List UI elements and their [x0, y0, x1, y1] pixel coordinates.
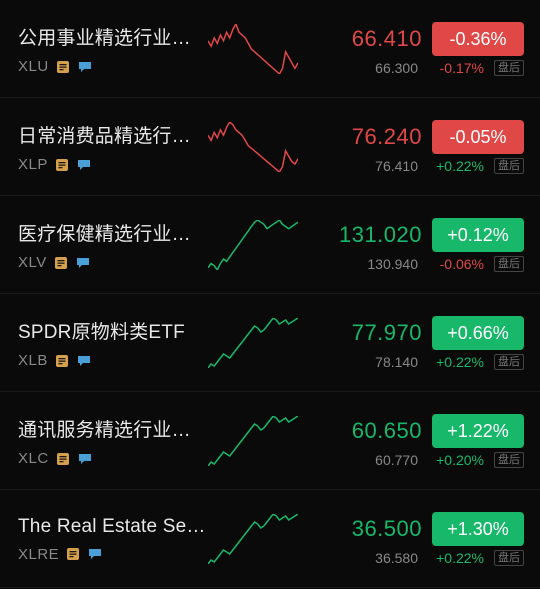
stock-info: 日常消费品精选行… XLP: [18, 121, 208, 173]
stock-info: SPDR原物料类ETF XLB: [18, 317, 208, 369]
stock-symbol: XLV: [18, 254, 47, 271]
sparkline: [208, 514, 298, 564]
stock-symbol: XLU: [18, 58, 49, 75]
chat-icon: [77, 59, 93, 75]
pct-badge: +0.66%: [432, 316, 524, 350]
stock-symbol: XLP: [18, 156, 48, 173]
price: 36.500: [322, 516, 422, 542]
stock-row[interactable]: SPDR原物料类ETF XLB 77.970 +0.66% 78.140 +0.22% 盘后: [0, 294, 540, 392]
stock-info: The Real Estate Se… XLRE: [18, 516, 208, 563]
symbol-row: XLC: [18, 450, 208, 467]
stock-info: 公用事业精选行业… XLU: [18, 23, 208, 75]
chat-icon: [77, 451, 93, 467]
stock-name: The Real Estate Se…: [18, 516, 208, 538]
note-icon: [55, 451, 71, 467]
chat-icon: [76, 353, 92, 369]
pct-badge: +1.22%: [432, 414, 524, 448]
price-block: 76.240 -0.05% 76.410 +0.22% 盘后: [306, 120, 524, 174]
price: 131.020: [322, 222, 422, 248]
stock-symbol: XLRE: [18, 546, 59, 563]
price: 60.650: [322, 418, 422, 444]
stock-symbol: XLC: [18, 450, 49, 467]
sparkline: [208, 122, 298, 172]
price-block: 60.650 +1.22% 60.770 +0.20% 盘后: [306, 414, 524, 468]
symbol-row: XLRE: [18, 546, 208, 563]
after-pct: +0.22%: [428, 354, 484, 370]
stock-row[interactable]: 医疗保健精选行业… XLV 131.020 +0.12% 130.940 -0.06% 盘后: [0, 196, 540, 294]
pct-badge: +0.12%: [432, 218, 524, 252]
price-block: 66.410 -0.36% 66.300 -0.17% 盘后: [306, 22, 524, 76]
stock-row[interactable]: The Real Estate Se… XLRE 36.500 +1.30% 36.58…: [0, 490, 540, 588]
after-price: 66.300: [348, 60, 418, 76]
stock-row[interactable]: 公用事业精选行业… XLU 66.410 -0.36% 66.300 -0.17% 盘后: [0, 0, 540, 98]
note-icon: [54, 157, 70, 173]
pct-badge: -0.36%: [432, 22, 524, 56]
price: 76.240: [322, 124, 422, 150]
sparkline: [208, 24, 298, 74]
note-icon: [54, 353, 70, 369]
stock-name: 医疗保健精选行业…: [18, 219, 208, 246]
pct-badge: +1.30%: [432, 512, 524, 546]
symbol-row: XLU: [18, 58, 208, 75]
symbol-row: XLB: [18, 352, 208, 369]
sparkline: [208, 318, 298, 368]
after-price: 76.410: [348, 158, 418, 174]
stock-info: 医疗保健精选行业… XLV: [18, 219, 208, 271]
after-hours-label: 盘后: [494, 256, 524, 272]
stock-row[interactable]: 日常消费品精选行… XLP 76.240 -0.05% 76.410 +0.22% 盘后: [0, 98, 540, 196]
stock-list: 公用事业精选行业…XLU66.410-0.36%66.300-0.17%盘后日常…: [0, 0, 540, 588]
price-block: 77.970 +0.66% 78.140 +0.22% 盘后: [306, 316, 524, 370]
price: 66.410: [322, 26, 422, 52]
after-pct: +0.22%: [428, 158, 484, 174]
price-block: 131.020 +0.12% 130.940 -0.06% 盘后: [306, 218, 524, 272]
chat-icon: [87, 546, 103, 562]
price: 77.970: [322, 320, 422, 346]
price-block: 36.500 +1.30% 36.580 +0.22% 盘后: [306, 512, 524, 566]
stock-name: 公用事业精选行业…: [18, 23, 208, 50]
after-price: 130.940: [348, 256, 418, 272]
note-icon: [53, 255, 69, 271]
chat-icon: [76, 157, 92, 173]
stock-name: 通讯服务精选行业…: [18, 415, 208, 442]
pct-badge: -0.05%: [432, 120, 524, 154]
after-hours-label: 盘后: [494, 60, 524, 76]
after-hours-label: 盘后: [494, 354, 524, 370]
after-pct: +0.22%: [428, 550, 484, 566]
chat-icon: [75, 255, 91, 271]
after-hours-label: 盘后: [494, 550, 524, 566]
after-pct: -0.17%: [428, 60, 484, 76]
stock-name: 日常消费品精选行…: [18, 121, 208, 148]
note-icon: [55, 59, 71, 75]
note-icon: [65, 546, 81, 562]
after-hours-label: 盘后: [494, 158, 524, 174]
stock-row[interactable]: 通讯服务精选行业… XLC 60.650 +1.22% 60.770 +0.20% 盘后: [0, 392, 540, 490]
stock-info: 通讯服务精选行业… XLC: [18, 415, 208, 467]
after-price: 36.580: [348, 550, 418, 566]
sparkline: [208, 416, 298, 466]
after-pct: +0.20%: [428, 452, 484, 468]
after-hours-label: 盘后: [494, 452, 524, 468]
stock-name: SPDR原物料类ETF: [18, 317, 208, 344]
symbol-row: XLP: [18, 156, 208, 173]
symbol-row: XLV: [18, 254, 208, 271]
after-pct: -0.06%: [428, 256, 484, 272]
stock-symbol: XLB: [18, 352, 48, 369]
sparkline: [208, 220, 298, 270]
after-price: 78.140: [348, 354, 418, 370]
after-price: 60.770: [348, 452, 418, 468]
